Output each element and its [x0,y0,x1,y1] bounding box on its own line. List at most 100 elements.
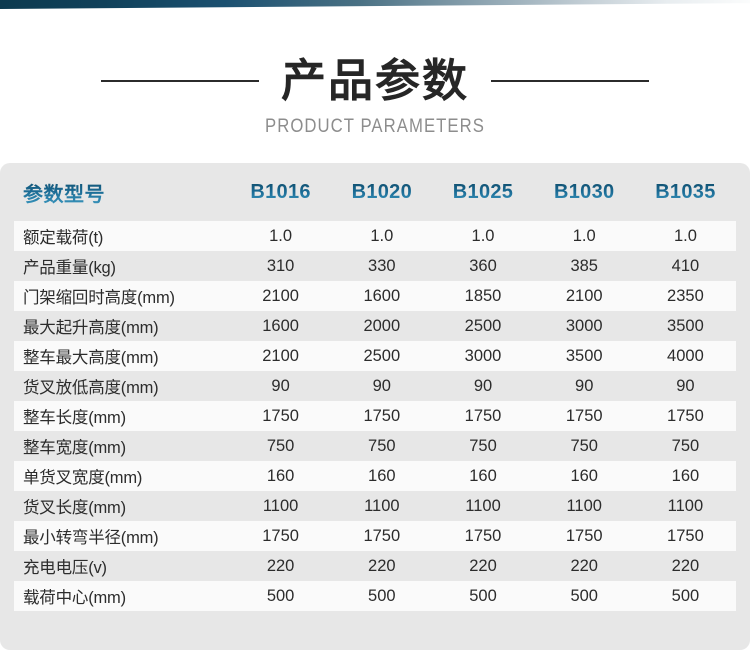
title-row: 产品参数 [0,52,750,110]
page-title-block: 产品参数 PRODUCT PARAMETERS [0,52,750,138]
row-value: 1850 [464,286,502,305]
row-value: 90 [473,376,493,395]
row-value: 160 [671,466,700,485]
row-value: 1.0 [471,226,495,245]
row-label: 门架缩回时高度(mm) [23,289,175,307]
row-value: 1750 [363,406,401,425]
table-row: 整车宽度(mm) 750 750 750 750 750 [14,431,736,461]
row-value: 160 [570,466,598,485]
row-value: 500 [469,586,497,605]
row-value: 750 [266,436,295,455]
row-value: 2100 [262,286,299,305]
title-rule-right [491,80,649,82]
row-value: 4000 [667,346,704,365]
row-value: 220 [368,556,396,575]
row-value: 2100 [262,346,299,365]
row-value: 500 [368,586,396,605]
header-label-parameter-model: 参数型号 [14,178,230,207]
table-row: 产品重量(kg) 310 330 360 385 410 [14,251,736,281]
row-value: 1750 [464,406,502,425]
row-label: 整车最大高度(mm) [23,349,159,367]
table-row: 整车最大高度(mm) 2100 2500 3000 3500 4000 [14,341,736,371]
row-value: 220 [671,556,700,575]
table-row: 货叉长度(mm) 1100 1100 1100 1100 1100 [14,491,736,521]
row-value: 310 [266,256,295,275]
row-value: 90 [372,376,391,395]
row-value: 1100 [667,496,704,515]
row-value: 3000 [464,346,502,365]
row-value: 330 [368,256,396,275]
table-row: 整车长度(mm) 1750 1750 1750 1750 1750 [14,401,736,431]
row-value: 2500 [363,346,401,365]
parameters-panel: 参数型号 B1016 B1020 B1025 B1030 B1035 额定载荷(t) 1.0 1… [0,163,750,650]
row-value: 1100 [262,496,299,515]
row-value: 2500 [464,316,502,335]
row-label: 货叉放低高度(mm) [23,379,159,397]
row-value: 220 [266,556,295,575]
table-row: 货叉放低高度(mm) 90 90 90 90 90 [14,371,736,401]
row-value: 750 [469,436,497,455]
row-value: 750 [368,436,396,455]
row-label: 整车长度(mm) [23,409,126,427]
parameters-table: 参数型号 B1016 B1020 B1025 B1030 B1035 额定载荷(t) 1.0 1… [14,163,736,611]
row-value: 1.0 [572,226,596,245]
table-row: 最小转弯半径(mm) 1750 1750 1750 1750 1750 [14,521,736,551]
row-value: 160 [266,466,295,485]
row-label: 货叉长度(mm) [23,499,126,517]
header-model-b1016: B1016 [230,181,331,204]
page-subtitle: PRODUCT PARAMETERS [265,116,485,137]
row-label: 产品重量(kg) [23,259,116,277]
table-row: 载荷中心(mm) 500 500 500 500 500 [14,581,736,611]
row-value: 385 [570,256,598,275]
row-value: 1750 [667,406,704,425]
row-value: 500 [671,586,700,605]
row-value: 1100 [364,496,400,515]
page-title: 产品参数 [280,54,469,107]
table-row: 门架缩回时高度(mm) 2100 1600 1850 2100 2350 [14,281,736,311]
row-value: 90 [271,376,290,395]
row-value: 160 [469,466,497,485]
row-value: 1600 [262,316,299,335]
row-value: 410 [671,256,700,275]
row-value: 3500 [565,346,603,365]
row-value: 160 [368,466,396,485]
row-value: 90 [575,376,594,395]
row-value: 750 [671,436,700,455]
row-value: 1750 [667,526,704,545]
row-value: 1100 [465,496,501,515]
row-label: 充电电压(v) [23,559,107,577]
row-value: 1750 [262,526,299,545]
row-value: 1.0 [269,226,293,245]
row-label: 载荷中心(mm) [23,589,126,607]
row-value: 2100 [565,286,603,305]
row-value: 1.0 [370,226,394,245]
row-value: 220 [570,556,598,575]
header-model-b1020: B1020 [331,181,432,204]
row-value: 750 [570,436,598,455]
row-value: 1750 [565,406,603,425]
table-header-row: 参数型号 B1016 B1020 B1025 B1030 B1035 [14,163,736,221]
row-value: 1600 [363,286,401,305]
table-row: 充电电压(v) 220 220 220 220 220 [14,551,736,581]
row-value: 500 [570,586,598,605]
top-gradient-banner [0,0,750,10]
row-value: 1750 [464,526,502,545]
table-row: 额定载荷(t) 1.0 1.0 1.0 1.0 1.0 [14,221,736,251]
table-row: 单货叉宽度(mm) 160 160 160 160 160 [14,461,736,491]
row-value: 1.0 [673,226,697,245]
row-value: 2350 [667,286,704,305]
row-value: 3500 [667,316,704,335]
row-label: 额定载荷(t) [23,229,104,247]
row-value: 1750 [262,406,299,425]
header-model-b1030: B1030 [534,181,635,204]
row-value: 90 [676,376,695,395]
header-model-b1025: B1025 [432,181,533,204]
row-label: 单货叉宽度(mm) [23,469,143,487]
row-value: 1750 [363,526,401,545]
header-model-b1035: B1035 [635,181,736,204]
row-value: 1100 [566,496,602,515]
row-value: 220 [469,556,497,575]
row-label: 最小转弯半径(mm) [23,529,159,547]
row-value: 1750 [565,526,603,545]
row-value: 2000 [363,316,401,335]
